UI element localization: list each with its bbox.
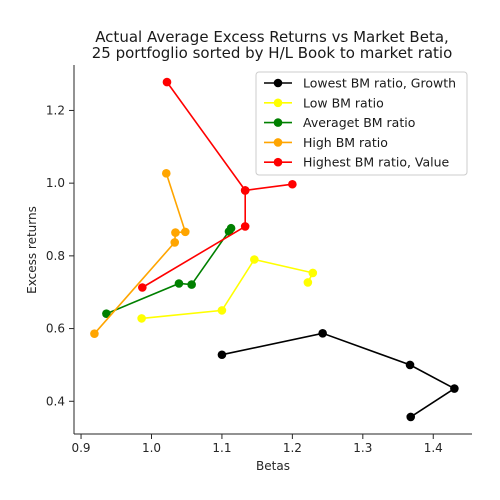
series-line — [93, 173, 187, 335]
series-1 — [217, 328, 459, 422]
data-point — [240, 222, 250, 231]
legend-swatch-marker — [273, 118, 283, 127]
x-tick-label: 1.1 — [212, 441, 231, 455]
legend-label: Highest BM ratio, Value — [303, 155, 450, 170]
chart-title-line-1: Actual Average Excess Returns vs Market … — [95, 28, 449, 46]
legend-item: High BM ratio — [264, 135, 388, 150]
legend-item: Lowest BM ratio, Growth — [264, 76, 456, 91]
data-point — [318, 328, 327, 338]
x-tick-label: 1.2 — [283, 441, 302, 455]
data-point — [303, 278, 313, 287]
data-point — [162, 77, 172, 87]
data-point — [217, 350, 227, 360]
data-point — [450, 384, 459, 393]
series-5 — [138, 77, 297, 292]
data-point — [406, 412, 416, 422]
data-point — [187, 280, 196, 289]
data-point — [170, 238, 180, 247]
series-3 — [102, 223, 236, 318]
y-tick-label: 1.2 — [46, 103, 65, 117]
series-2 — [137, 255, 318, 323]
data-point — [308, 268, 318, 278]
data-point — [405, 360, 415, 370]
legend-label: Low BM ratio — [303, 95, 384, 110]
data-point — [137, 314, 146, 323]
legend-swatch-marker — [273, 138, 283, 147]
legend-item: Highest BM ratio, Value — [264, 155, 450, 170]
data-point — [250, 255, 259, 264]
legend-swatch-marker — [273, 98, 283, 108]
x-axis-label: Betas — [256, 459, 290, 473]
data-point — [102, 309, 111, 318]
data-point — [138, 283, 147, 292]
data-point — [161, 169, 171, 178]
x-tick-label: 1.3 — [353, 441, 372, 455]
axes: 0.9 1.0 1.1 1.2 1.3 1.4 0.4 0.6 0.8 1.0 1.2 — [46, 65, 472, 455]
legend-item: Averaget BM ratio — [264, 115, 415, 130]
legend-swatch-marker — [273, 78, 283, 88]
legend-label: Lowest BM ratio, Growth — [303, 76, 456, 91]
legend-item: Low BM ratio — [264, 95, 384, 110]
data-point — [226, 223, 236, 233]
legend-label: High BM ratio — [303, 135, 388, 150]
legend-label: Averaget BM ratio — [303, 115, 415, 130]
legend-swatch-marker — [273, 157, 283, 167]
series-layer — [90, 77, 459, 422]
y-tick-label: 0.8 — [46, 249, 65, 263]
series-line — [141, 81, 293, 289]
data-point — [180, 227, 190, 237]
series-4 — [90, 169, 190, 338]
legend: Lowest BM ratio, Growth Low BM ratio Avera… — [255, 71, 468, 176]
legend-frame — [255, 71, 468, 176]
y-axis-label: Excess returns — [25, 206, 39, 294]
data-point — [288, 179, 297, 189]
y-tick-label: 0.6 — [46, 322, 65, 336]
series-line — [221, 332, 456, 418]
y-tick-label: 0.4 — [46, 394, 65, 408]
x-tick-label: 1.0 — [142, 441, 161, 455]
y-tick-label: 1.0 — [46, 176, 65, 190]
x-tick-label: 1.4 — [424, 441, 443, 455]
data-point — [240, 186, 250, 195]
data-point — [217, 306, 227, 315]
chart-title-line-2: 25 portfoglio sorted by H/L Book to mark… — [92, 44, 453, 62]
data-point — [171, 228, 180, 237]
x-tick-label: 0.9 — [71, 441, 90, 455]
chart-title: Actual Average Excess Returns vs Market … — [92, 28, 453, 62]
data-point — [174, 279, 184, 288]
data-point — [90, 329, 99, 338]
